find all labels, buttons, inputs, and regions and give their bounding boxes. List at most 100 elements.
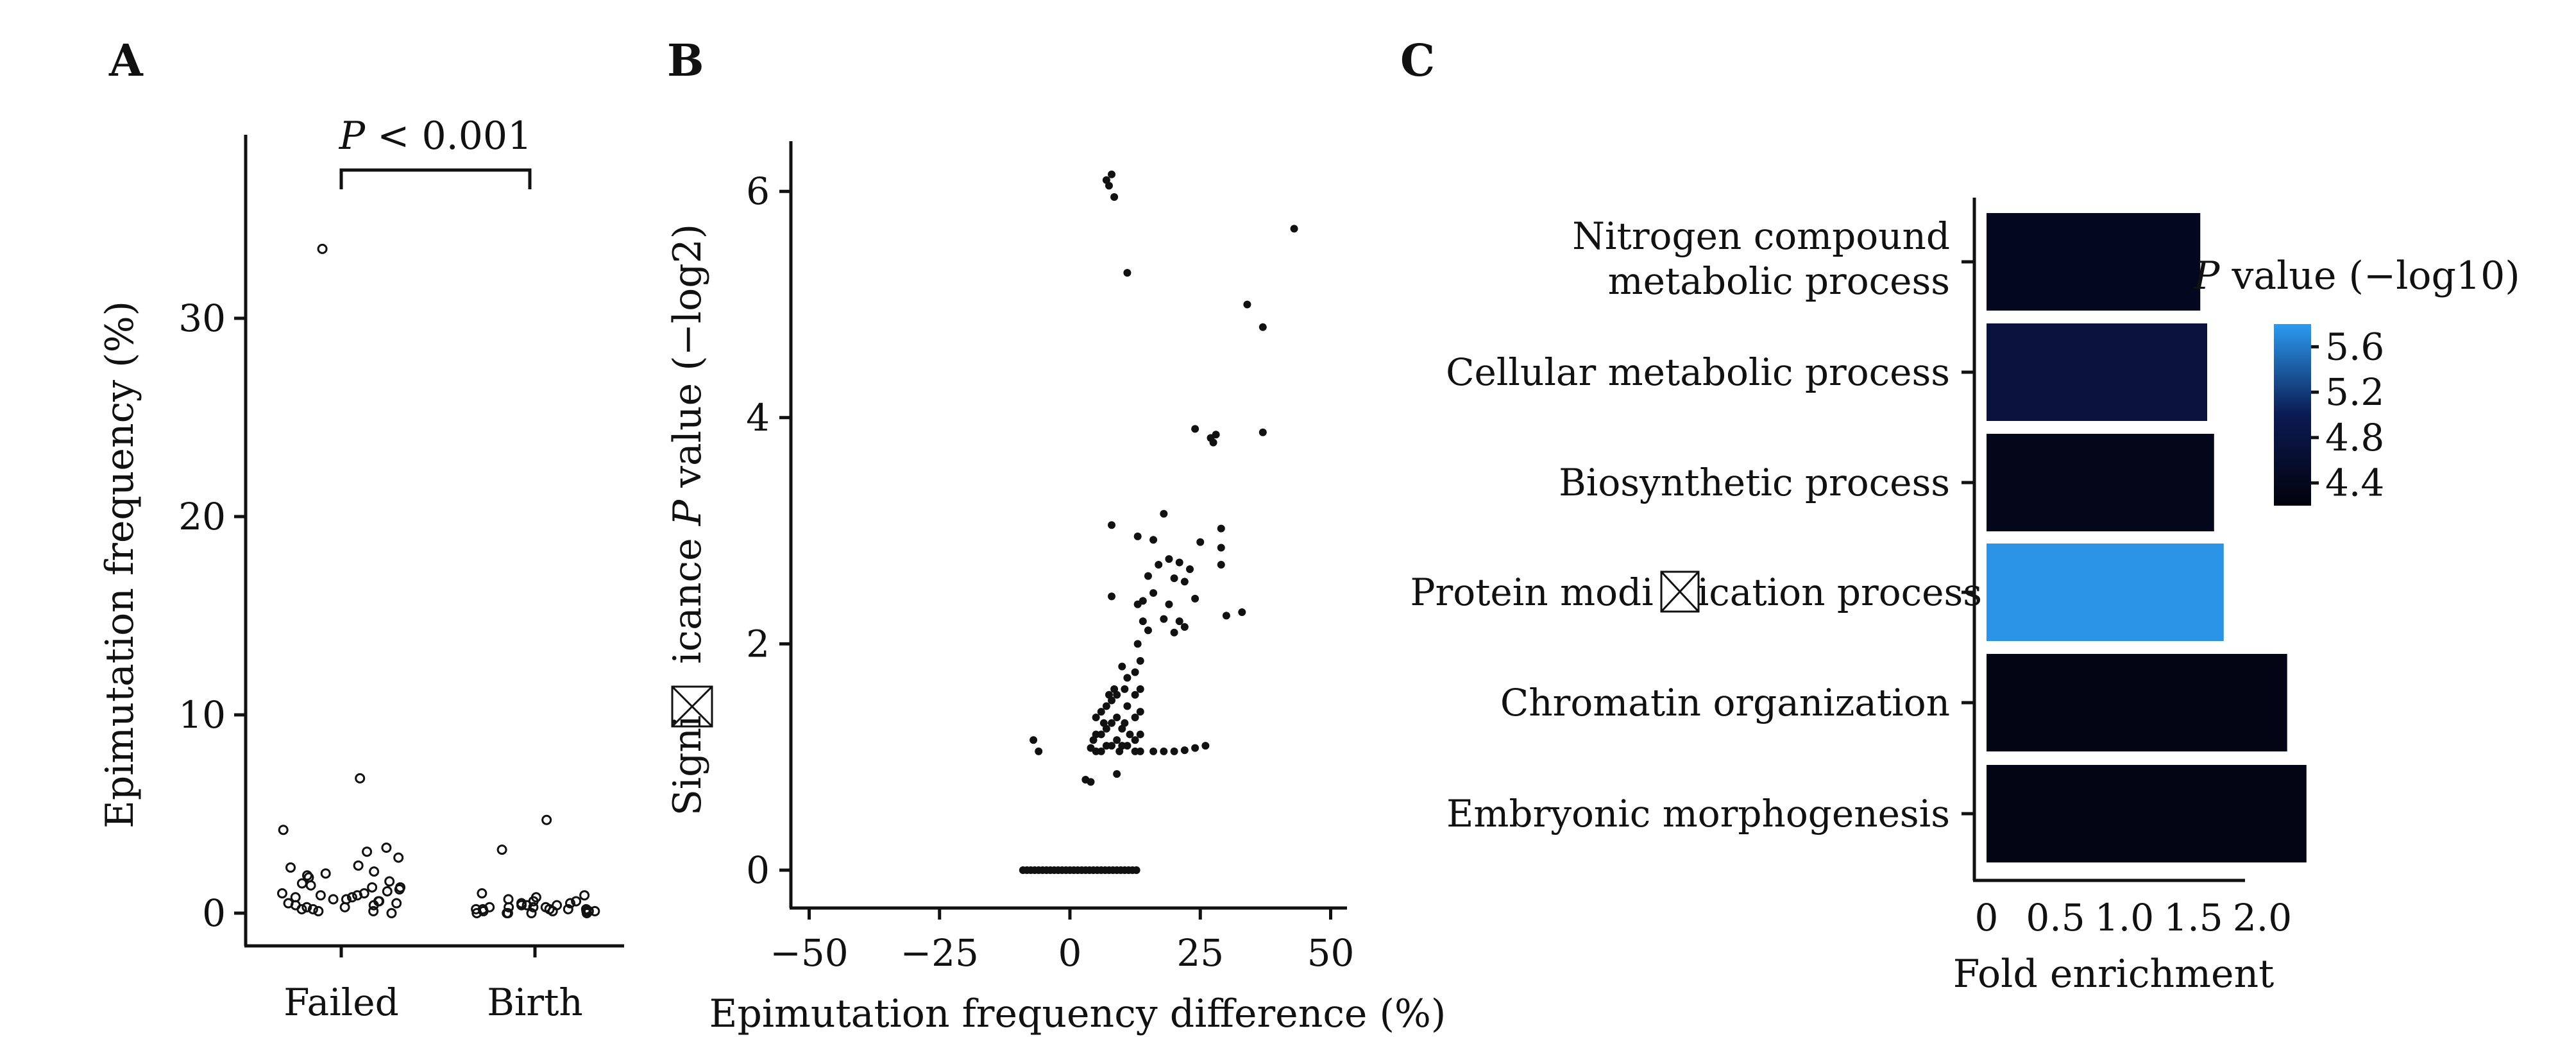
panel-a-point xyxy=(589,905,600,916)
significance-annotation: P < 0.001 xyxy=(339,114,532,159)
panel-b-point xyxy=(1149,536,1158,544)
panel-b-point xyxy=(1092,713,1100,721)
y-label-part-4: value (−log2) xyxy=(665,224,710,500)
panel-b-x-label: Epimutation frequency difference (%) xyxy=(709,991,1446,1036)
legend-tick-label: 5.2 xyxy=(2325,370,2384,414)
panel-a-y-tick-label: 10 xyxy=(178,693,226,737)
panel-a-point xyxy=(579,890,590,901)
panel-b-point xyxy=(1136,730,1144,739)
panel-b-point xyxy=(1136,708,1144,716)
panel-c-bar xyxy=(1987,213,2201,311)
panel-b-point xyxy=(1180,622,1189,631)
panel-b-point xyxy=(1201,742,1210,750)
legend-tick-label: 4.8 xyxy=(2325,416,2384,459)
panel-b-point xyxy=(1105,690,1113,699)
panel-b-point xyxy=(1170,747,1178,755)
panel-b-point xyxy=(1196,538,1205,546)
panel-b-point xyxy=(1105,182,1113,190)
panel-b-point xyxy=(1290,225,1298,233)
panel-b-point xyxy=(1126,730,1134,739)
panel-b-point xyxy=(1133,600,1142,608)
panel-b-point xyxy=(1243,300,1251,309)
panel-b-point xyxy=(1144,626,1152,635)
panel-b-point xyxy=(1121,719,1129,727)
panel-b-y-label: Signi icance P value (−log2) xyxy=(665,224,713,816)
panel-a-point xyxy=(564,898,575,909)
panel-a-point xyxy=(313,905,324,916)
panel-a-point xyxy=(478,905,489,916)
panel-b-point xyxy=(1149,747,1158,755)
panel-b-point xyxy=(1160,510,1168,518)
panel-c-bar xyxy=(1987,654,2287,751)
missing-glyph-cross xyxy=(1660,570,1700,613)
panel-b-point xyxy=(1139,617,1147,626)
annotation-p: P xyxy=(339,114,366,159)
panel-a-point xyxy=(471,908,482,918)
panel-b-point xyxy=(1118,662,1126,671)
panel-b-point xyxy=(1160,615,1168,623)
panel-b-point xyxy=(1121,685,1129,693)
panel-b-point xyxy=(1133,532,1142,540)
panel-b-point xyxy=(1258,323,1267,331)
panel-c-x-ticks: 0 0.5 1.0 1.5 2.0 xyxy=(1975,896,2292,939)
panel-a-point xyxy=(276,888,287,899)
panel-a-y-tick-label: 30 xyxy=(178,296,226,340)
panel-a-point xyxy=(307,904,318,914)
panel-b-point xyxy=(1131,668,1139,676)
panel-b-point xyxy=(1113,713,1121,721)
panel-a-y-label: Epimutation frequency (%) xyxy=(97,301,142,828)
panel-b-point xyxy=(1144,572,1152,580)
legend-title-p: P xyxy=(2193,253,2221,298)
panel-a-chart: 0 10 20 30 Failed Birth P < 0.001 Epimutatio… xyxy=(97,114,624,1024)
panel-b-point xyxy=(1131,713,1139,721)
panel-c-category-label: metabolic process xyxy=(1608,259,1950,303)
panel-b-zero-point xyxy=(1132,866,1140,874)
legend-colorbar xyxy=(2274,324,2311,506)
panel-a-point xyxy=(368,900,379,911)
panel-a-point xyxy=(386,908,397,918)
panel-a-point xyxy=(583,905,594,916)
missing-glyph-box xyxy=(1660,570,1700,613)
panel-b-point xyxy=(1123,674,1131,682)
panel-a-point xyxy=(504,902,514,913)
panel-b-point xyxy=(1118,742,1126,750)
panel-c-bars xyxy=(1962,213,2307,862)
panel-b-chart: 0 2 4 6 −50 −25 0 25 50 Epimutation frequency d… xyxy=(665,141,1446,1036)
panel-c-category-label: Cellular metabolic process xyxy=(1446,350,1950,394)
panel-b-point xyxy=(1108,592,1116,601)
panel-a-point xyxy=(516,900,527,911)
panel-a-point xyxy=(362,846,373,857)
y-label-part-3: P xyxy=(665,499,710,526)
panel-b-x-ticks: −50 −25 0 25 50 xyxy=(770,908,1354,975)
panel-a-point xyxy=(563,904,573,914)
panel-b-point xyxy=(1238,608,1246,617)
panel-a-point xyxy=(393,852,404,863)
panel-b-point xyxy=(1191,744,1199,752)
panel-c-bar xyxy=(1987,765,2307,862)
panel-b-x-tick-label: −25 xyxy=(901,931,979,975)
panel-c-bar xyxy=(1987,323,2207,421)
panel-a-point xyxy=(328,894,339,905)
panel-c-x-tick-label: 0.5 xyxy=(2026,896,2085,939)
panel-a-point xyxy=(368,905,379,916)
panel-a-point xyxy=(391,898,402,909)
panel-b-point xyxy=(1180,578,1189,586)
panel-b-x-tick-label: 50 xyxy=(1307,931,1355,975)
panel-a-point xyxy=(502,908,513,918)
panel-c-x-tick-label: 1.5 xyxy=(2164,896,2223,939)
panel-b-point xyxy=(1133,640,1142,648)
panel-b-point xyxy=(1170,628,1178,637)
panel-b-point xyxy=(1180,746,1189,755)
y-label-part-1: Signi xyxy=(665,716,710,816)
panel-a-point xyxy=(355,773,366,784)
panel-a-point xyxy=(571,896,582,907)
panel-b-point xyxy=(1185,565,1194,574)
panel-a-point xyxy=(528,902,539,913)
panel-c-letter: C xyxy=(1400,35,1435,87)
legend-ticks: 5.65.24.84.4 xyxy=(2311,325,2384,505)
panel-b-point xyxy=(1123,702,1131,710)
panel-b-point xyxy=(1217,544,1225,552)
panel-c-category-label: Embryonic morphogenesis xyxy=(1446,792,1950,836)
panel-a-point xyxy=(394,884,405,895)
